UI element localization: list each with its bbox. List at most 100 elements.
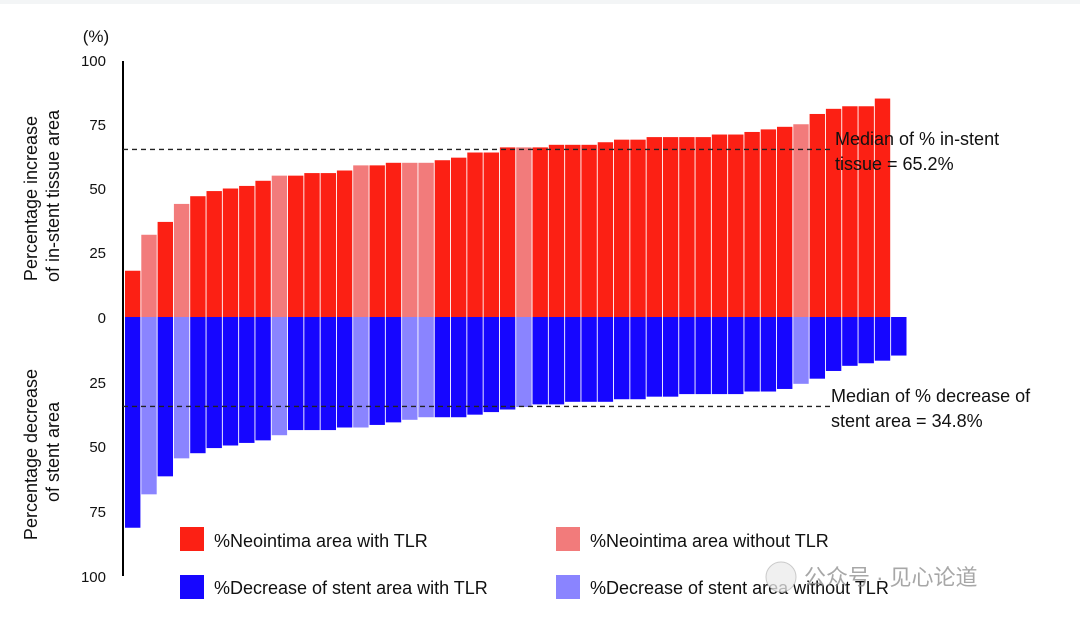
decrease-bar-48 (891, 317, 907, 356)
increase-bar-13 (320, 173, 336, 317)
increase-bar-16 (369, 165, 385, 317)
increase-bar-33 (646, 137, 662, 317)
decrease-bar-10 (271, 317, 288, 436)
increase-bar-8 (239, 185, 255, 317)
increase-bar-20 (434, 160, 451, 317)
upper-tick-100: 100 (81, 53, 106, 70)
increase-bar-41 (777, 126, 793, 317)
increase-bar-27 (548, 144, 565, 317)
legend-label-neointima-tlr: %Neointima area with TLR (214, 531, 428, 551)
increase-bar-25 (516, 147, 532, 317)
increase-bar-43 (809, 113, 825, 317)
wechat-icon (765, 561, 797, 593)
median-decrease-line-2: stent area = 34.8% (831, 411, 983, 431)
upper-tick-75: 75 (89, 117, 106, 134)
legend-label-decrease-no-tlr: %Decrease of stent area without TLR (590, 578, 889, 598)
increase-bar-2 (141, 234, 157, 317)
lower-tick-50: 50 (89, 439, 106, 456)
increase-bar-35 (679, 137, 695, 317)
decrease-bar-9 (255, 317, 271, 441)
decrease-bar-5 (190, 317, 206, 454)
increase-bar-30 (597, 142, 614, 317)
watermark-text: 公众号 · 见心论道 (804, 565, 978, 590)
increase-bar-19 (418, 162, 434, 317)
increase-bar-44 (825, 108, 842, 317)
increase-bars (125, 98, 891, 317)
upper-tick-50: 50 (89, 181, 106, 198)
increase-bar-31 (614, 139, 630, 317)
lower-tick-25: 25 (89, 375, 106, 392)
increase-bar-21 (451, 157, 467, 317)
decrease-bar-19 (418, 317, 434, 418)
upper-ylabel-line-1: Percentage increase (21, 116, 41, 281)
increase-bar-18 (402, 162, 418, 317)
decrease-bar-21 (451, 317, 467, 418)
decrease-bar-26 (532, 317, 548, 405)
decrease-bar-30 (597, 317, 614, 402)
increase-bar-15 (353, 165, 369, 317)
decrease-bar-3 (157, 317, 173, 477)
decrease-bar-20 (434, 317, 451, 418)
increase-bar-22 (467, 152, 483, 317)
median-increase-line-2: tissue = 65.2% (835, 154, 954, 174)
decrease-bar-32 (630, 317, 646, 400)
decrease-bar-38 (728, 317, 744, 395)
increase-bar-45 (842, 106, 858, 317)
decrease-bar-27 (548, 317, 565, 405)
legend-swatch-neointima-no-tlr (556, 527, 580, 551)
increase-bar-29 (581, 144, 597, 317)
decrease-bar-33 (646, 317, 662, 397)
decrease-bar-11 (288, 317, 304, 431)
decrease-bar-23 (483, 317, 499, 413)
median-decrease-line-1: Median of % decrease of (831, 386, 1031, 406)
decrease-bar-40 (760, 317, 777, 392)
upper-ylabel-line-2: of in-stent tissue area (43, 109, 63, 282)
increase-bar-17 (385, 162, 402, 317)
decrease-bar-43 (809, 317, 825, 379)
decrease-bar-14 (336, 317, 353, 428)
increase-bar-11 (288, 175, 304, 317)
upper-ylabel: Percentage increase of in-stent tissue a… (21, 109, 63, 282)
increase-bar-5 (190, 196, 206, 317)
lower-ylabel: Percentage decrease of stent area (21, 364, 63, 540)
increase-bar-47 (874, 98, 891, 317)
decrease-bar-22 (467, 317, 483, 415)
increase-bar-7 (222, 188, 239, 317)
increase-bar-10 (271, 175, 288, 317)
legend-label-decrease-tlr: %Decrease of stent area with TLR (214, 578, 488, 598)
decrease-bar-36 (695, 317, 711, 395)
legend-swatch-decrease-tlr (180, 575, 204, 599)
increase-bar-28 (565, 144, 581, 317)
decrease-bar-47 (874, 317, 891, 361)
increase-bar-4 (173, 203, 190, 317)
increase-bar-34 (662, 137, 679, 317)
decrease-bar-37 (711, 317, 728, 395)
tick-0: 0 (98, 310, 106, 327)
top-strip (0, 0, 1080, 4)
decrease-bar-24 (499, 317, 516, 410)
increase-bar-23 (483, 152, 499, 317)
decrease-bar-31 (614, 317, 630, 400)
lower-ylabel-line-2: of stent area (43, 401, 63, 502)
decrease-bar-42 (793, 317, 809, 384)
legend-label-neointima-no-tlr: %Neointima area without TLR (590, 531, 829, 551)
decrease-bar-39 (744, 317, 760, 392)
increase-bar-12 (304, 173, 320, 317)
upper-tick-25: 25 (89, 245, 106, 262)
decrease-bar-4 (173, 317, 190, 459)
decrease-bar-6 (206, 317, 222, 449)
decrease-bar-46 (858, 317, 874, 364)
decrease-bar-2 (141, 317, 157, 495)
increase-bar-24 (499, 147, 516, 317)
increase-bar-3 (157, 221, 173, 317)
lower-tick-100: 100 (81, 569, 106, 586)
median-increase-label: Median of % in-stent tissue = 65.2% (835, 129, 1004, 174)
increase-bar-26 (532, 147, 548, 317)
decrease-bars (125, 317, 907, 528)
decrease-bar-7 (222, 317, 239, 446)
median-decrease-label: Median of % decrease of stent area = 34.… (831, 386, 1035, 431)
increase-bar-14 (336, 170, 353, 317)
decrease-bar-16 (369, 317, 385, 425)
